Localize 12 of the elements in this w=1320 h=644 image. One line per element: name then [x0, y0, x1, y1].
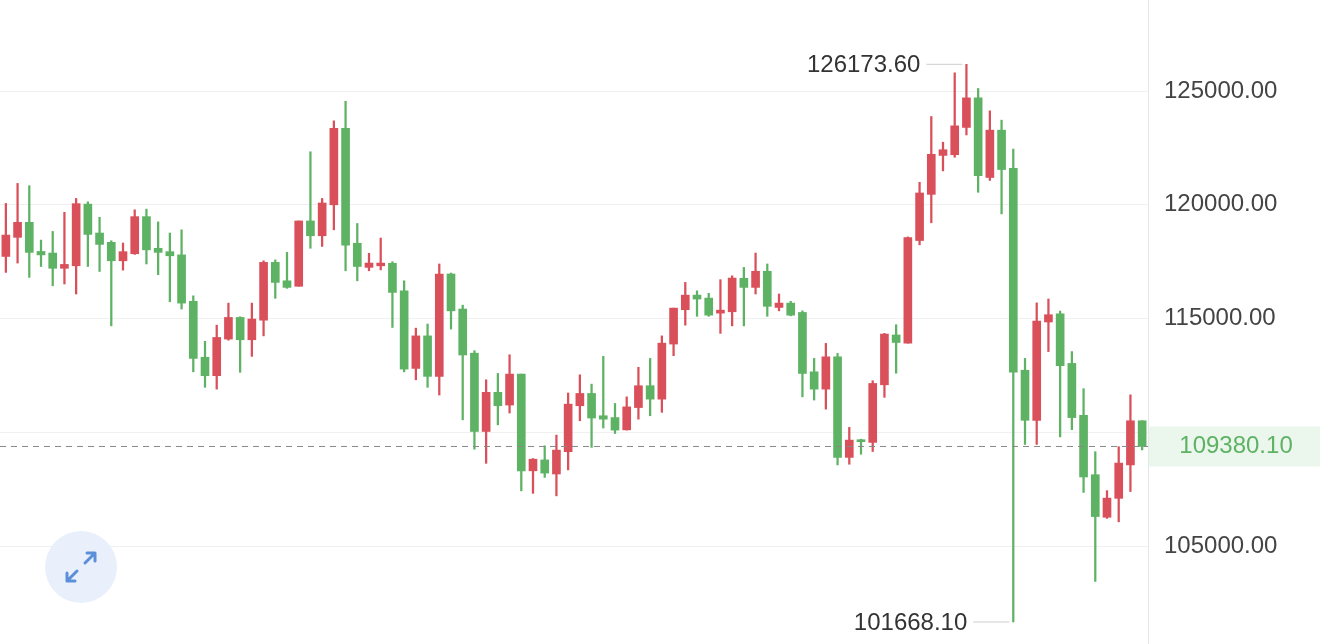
y-tick-label: 105000.00	[1164, 530, 1278, 558]
y-tick-label: 120000.00	[1164, 189, 1278, 217]
annotation: 126173.60	[806, 49, 921, 77]
annotation: 101668.10	[853, 607, 968, 635]
candlestick	[95, 216, 104, 272]
ref-line-label: 109380.10	[1179, 431, 1293, 459]
candlestick	[60, 211, 69, 285]
y-tick-label: 115000.00	[1164, 303, 1276, 331]
candlestick	[13, 183, 22, 264]
y-tick-label: 125000.00	[1164, 75, 1278, 103]
candlestick	[306, 151, 315, 249]
candlestick	[1044, 298, 1053, 352]
